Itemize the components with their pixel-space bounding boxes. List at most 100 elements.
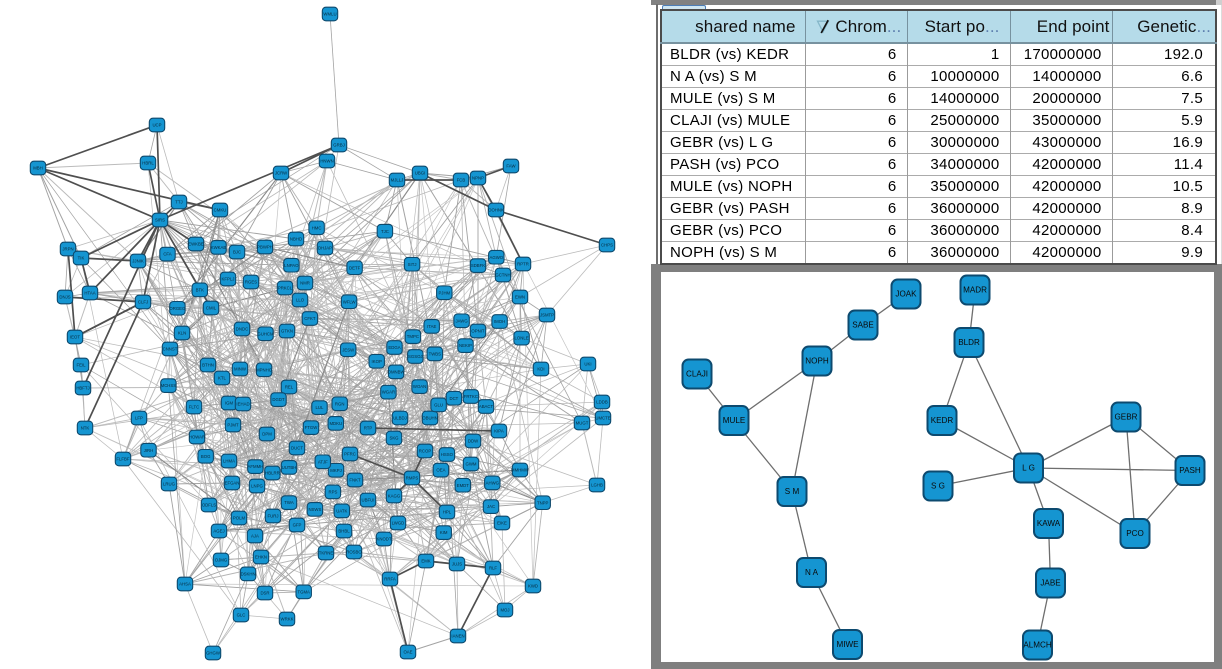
svg-text:CNNST: CNNST <box>163 347 178 352</box>
svg-text:ULBDJ: ULBDJ <box>393 416 407 421</box>
svg-text:DUCT: DUCT <box>291 446 303 451</box>
svg-text:RTP: RTP <box>364 426 373 431</box>
svg-text:GTKN: GTKN <box>281 329 293 334</box>
svg-text:EIKE: EIKE <box>497 521 507 526</box>
svg-text:ALMCH: ALMCH <box>1023 641 1051 650</box>
svg-text:MINW: MINW <box>234 367 247 372</box>
svg-text:FAW: FAW <box>506 164 516 169</box>
svg-text:UKI: UKI <box>584 362 591 367</box>
svg-text:KFPLJ: KFPLJ <box>222 277 235 282</box>
svg-text:UATK: UATK <box>336 509 347 514</box>
svg-text:TWA: TWA <box>284 500 294 505</box>
svg-text:CLAJI: CLAJI <box>686 370 708 379</box>
svg-text:TTJ: TTJ <box>175 200 182 205</box>
svg-text:AGWO: AGWO <box>489 255 503 260</box>
svg-text:SGSOJ: SGSOJ <box>408 354 423 359</box>
svg-text:PJHM: PJHM <box>438 290 450 295</box>
svg-text:LRUG: LRUG <box>163 482 176 487</box>
svg-text:ABACT: ABACT <box>479 404 494 409</box>
svg-text:DNDC: DNDC <box>236 327 248 332</box>
svg-text:JJNIK: JJNIK <box>132 259 144 264</box>
svg-text:DHJAP: DHJAP <box>318 246 332 251</box>
svg-text:FURJ: FURJ <box>268 514 279 519</box>
svg-text:MBH: MBH <box>33 166 43 171</box>
svg-text:RMPS: RMPS <box>406 476 419 481</box>
svg-text:CFA: CFA <box>163 252 171 257</box>
svg-text:ROSBO: ROSBO <box>346 550 362 555</box>
svg-text:JIRH: JIRH <box>144 448 154 453</box>
svg-text:HOWAR: HOWAR <box>189 435 205 440</box>
svg-text:OOHNK: OOHNK <box>488 208 504 213</box>
svg-text:JCRW: JCRW <box>275 171 288 176</box>
svg-text:DSR: DSR <box>260 591 269 596</box>
svg-text:IANEN: IANEN <box>451 634 464 639</box>
svg-text:KAWA: KAWA <box>1037 519 1061 528</box>
svg-text:UBGI: UBGI <box>415 171 426 176</box>
svg-text:BJC: BJC <box>233 250 241 255</box>
svg-text:S G: S G <box>931 482 945 491</box>
svg-text:SITJ: SITJ <box>408 262 417 267</box>
svg-text:HTAA: HTAA <box>84 291 95 296</box>
svg-text:EMDT: EMDT <box>457 483 470 488</box>
svg-text:PFRC: PFRC <box>344 452 356 457</box>
svg-text:MDKU: MDKU <box>329 421 342 426</box>
svg-text:LLO: LLO <box>296 298 305 303</box>
svg-text:OAE: OAE <box>403 650 412 655</box>
svg-text:KAGG: KAGG <box>388 494 401 499</box>
svg-text:LUL: LUL <box>316 405 324 410</box>
svg-text:HBFTJ: HBFTJ <box>76 386 89 391</box>
svg-text:L G: L G <box>1022 464 1035 473</box>
svg-text:GFP: GFP <box>293 523 302 528</box>
svg-text:SDBFK: SDBFK <box>471 263 485 268</box>
svg-text:UUTBH: UUTBH <box>282 465 297 470</box>
svg-text:NPNP: NPNP <box>472 176 484 181</box>
svg-text:PCO: PCO <box>1126 529 1144 538</box>
svg-text:JESW: JESW <box>342 347 355 352</box>
svg-text:RPTR: RPTR <box>517 262 529 267</box>
svg-text:CMKU: CMKU <box>214 208 227 213</box>
svg-text:NEKIP: NEKIP <box>459 343 472 348</box>
svg-text:KWKAB: KWKAB <box>211 245 227 250</box>
svg-text:TJC: TJC <box>381 229 389 234</box>
svg-text:CFKT: CFKT <box>304 316 316 321</box>
svg-text:NMR: NMR <box>300 281 310 286</box>
svg-text:FTGW: FTGW <box>305 425 319 430</box>
svg-text:FLFBF: FLFBF <box>116 457 130 462</box>
svg-text:HBRL: HBRL <box>142 161 154 166</box>
svg-text:TIK: TIK <box>78 256 85 261</box>
svg-text:HSSO: HSSO <box>441 452 454 457</box>
svg-text:N A: N A <box>805 568 819 577</box>
svg-text:KWD: KWD <box>528 584 538 589</box>
svg-text:IMOH: IMOH <box>494 319 505 324</box>
svg-text:JAWG: JAWG <box>455 318 468 323</box>
svg-text:IGM: IGM <box>225 401 234 406</box>
svg-text:AGEJ: AGEJ <box>213 529 224 534</box>
svg-text:SABE: SABE <box>852 321 874 330</box>
svg-text:LHMA: LHMA <box>223 459 235 464</box>
svg-text:BLDR: BLDR <box>958 338 980 347</box>
svg-text:BTK: BTK <box>196 288 204 293</box>
svg-text:GCTNH: GCTNH <box>495 273 510 278</box>
svg-text:SIRS: SIRS <box>155 218 165 223</box>
svg-text:EFGAN: EFGAN <box>225 481 240 486</box>
svg-text:ODFLS: ODFLS <box>202 503 216 508</box>
svg-text:PRKCL: PRKCL <box>278 286 293 291</box>
svg-text:KEDR: KEDR <box>931 416 954 425</box>
svg-text:DDW: DDW <box>468 439 479 444</box>
svg-text:LWGD: LWGD <box>392 521 405 526</box>
svg-text:LNPAO: LNPAO <box>284 263 299 268</box>
svg-text:NTK: NTK <box>81 426 90 431</box>
svg-text:KIPA: KIPA <box>494 429 504 434</box>
svg-text:HMC: HMC <box>312 225 322 230</box>
svg-text:AFMMH: AFMMH <box>248 464 264 469</box>
svg-text:WGAR: WGAR <box>382 390 395 395</box>
svg-text:MOJ: MOJ <box>500 608 509 613</box>
svg-text:LNPG: LNPG <box>251 484 263 489</box>
svg-text:KIM: KIM <box>440 530 448 535</box>
svg-text:S M: S M <box>785 487 800 496</box>
svg-text:TKRNE: TKRNE <box>319 551 334 556</box>
svg-text:JABE: JABE <box>1040 579 1061 588</box>
svg-text:JAC: JAC <box>487 504 495 509</box>
svg-text:PBWPH: PBWPH <box>257 245 273 250</box>
svg-text:WRKK: WRKK <box>281 617 294 622</box>
